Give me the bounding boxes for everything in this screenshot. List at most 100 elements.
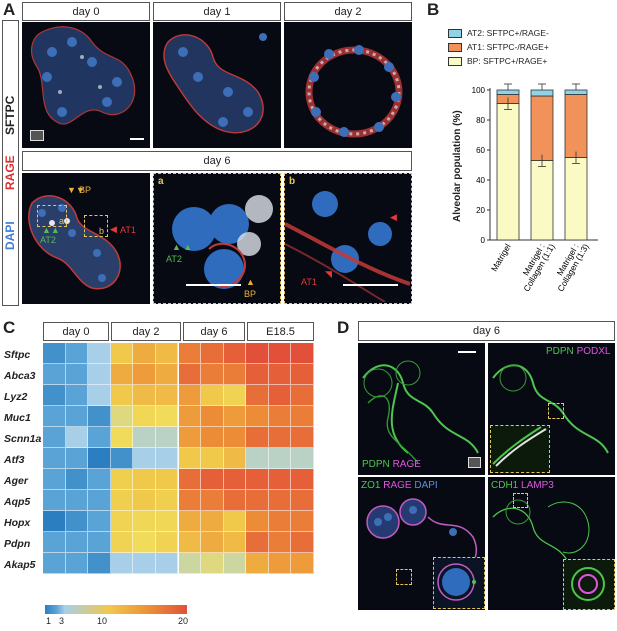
q4-roi-box bbox=[513, 493, 528, 508]
heatmap-cell bbox=[133, 343, 156, 364]
bp-arrow-icon: ▼▼ bbox=[67, 185, 85, 195]
heatmap-cell bbox=[268, 469, 292, 490]
heatmap-cell bbox=[155, 406, 179, 427]
heatmap-cell bbox=[88, 343, 111, 364]
legend-label-at1: AT1: SFTPC-/RAGE+ bbox=[467, 42, 549, 52]
micrograph-day2 bbox=[284, 22, 412, 148]
heatmap-cell bbox=[291, 343, 314, 364]
heatmap-cell bbox=[291, 448, 314, 469]
heatmap-cell bbox=[155, 553, 179, 574]
heatmap-cell bbox=[201, 511, 224, 532]
heatmap-cell bbox=[88, 511, 111, 532]
inset-b-arrow-2: ◀ bbox=[390, 212, 397, 222]
heatmap-cell bbox=[178, 448, 202, 469]
heatmap-cell bbox=[133, 406, 156, 427]
legend-item-bp: BP: SFTPC+/RAGE+ bbox=[448, 54, 613, 68]
heatmap-cell bbox=[155, 364, 179, 385]
heatmap-cell bbox=[291, 364, 314, 385]
heatmap-cell bbox=[133, 364, 156, 385]
bar-segment bbox=[530, 160, 554, 241]
heatmap-cell bbox=[133, 532, 156, 553]
at1-annot: AT1 bbox=[120, 225, 136, 235]
gene-label: Hopx bbox=[4, 517, 31, 529]
heatmap-cell bbox=[155, 385, 179, 406]
heatmap-cell bbox=[246, 553, 269, 574]
y-tick-label: 40 bbox=[476, 176, 485, 185]
heatmap-cell bbox=[133, 427, 156, 448]
heatmap-cell bbox=[110, 427, 134, 448]
q2-inset bbox=[490, 425, 550, 473]
heatmap-cell bbox=[110, 364, 134, 385]
heatmap-cell bbox=[178, 469, 202, 490]
heatmap-cell bbox=[268, 532, 292, 553]
gene-label: Aqp5 bbox=[4, 496, 31, 508]
panel-c-letter: C bbox=[3, 318, 16, 337]
y-tick-label: 20 bbox=[476, 206, 485, 215]
micrograph-day0 bbox=[22, 22, 150, 148]
panel-a-header-day0: day 0 bbox=[22, 2, 150, 21]
micrograph-day1 bbox=[153, 22, 281, 148]
heatmap-cell bbox=[43, 427, 66, 448]
panel-a-side-box bbox=[2, 20, 19, 306]
heatmap-cell bbox=[268, 385, 292, 406]
inset-a-bp: BP bbox=[244, 289, 257, 299]
micrograph-inset-b: b AT1 ◥ ◀ bbox=[284, 173, 412, 304]
heatmap-cell bbox=[223, 490, 247, 511]
heatmap-cell bbox=[110, 385, 134, 406]
heatmap-cell bbox=[43, 490, 66, 511]
heatmap-cell bbox=[223, 469, 247, 490]
heatmap-cell bbox=[268, 448, 292, 469]
y-tick-label: 80 bbox=[476, 116, 485, 125]
heatmap-cell bbox=[178, 385, 202, 406]
heatmap-cell bbox=[223, 343, 247, 364]
gene-label: Abca3 bbox=[4, 370, 36, 382]
gene-label: Ager bbox=[4, 475, 28, 487]
q2-roi-box bbox=[548, 403, 564, 419]
inset-a-bp-arrow: ▲ bbox=[246, 277, 255, 287]
heatmap-cell bbox=[110, 469, 134, 490]
heatmap-cell bbox=[178, 490, 202, 511]
heatmap-cell bbox=[201, 364, 224, 385]
heatmap-cell bbox=[291, 553, 314, 574]
heatmap-cell bbox=[268, 406, 292, 427]
heatmap-cell bbox=[155, 469, 179, 490]
legend-swatch-bp bbox=[448, 56, 462, 66]
at1-arrow-icon: ◀ bbox=[110, 224, 117, 234]
heatmap-cell bbox=[88, 553, 111, 574]
heatmap-header-day0: day 0 bbox=[43, 322, 109, 341]
heatmap-cell bbox=[88, 490, 111, 511]
heatmap-cell bbox=[246, 448, 269, 469]
panel-a-header-day6: day 6 bbox=[22, 151, 412, 171]
heatmap-cell bbox=[133, 448, 156, 469]
heatmap-cell bbox=[291, 406, 314, 427]
colorbar-tick-20: 20 bbox=[178, 616, 189, 626]
heatmap-cell bbox=[246, 364, 269, 385]
heatmap-grid bbox=[43, 343, 314, 574]
heatmap-cell bbox=[246, 511, 269, 532]
heatmap-cell bbox=[155, 448, 179, 469]
micrograph-inset-a: a AT2 ▲ ▲ BP ▲ bbox=[153, 173, 281, 304]
bp-annot: BP bbox=[79, 185, 92, 195]
heatmap-cell bbox=[88, 385, 111, 406]
inset-b-scale-bar bbox=[343, 284, 398, 286]
heatmap-cell bbox=[88, 448, 111, 469]
heatmap-cell bbox=[201, 427, 224, 448]
heatmap-cell bbox=[223, 427, 247, 448]
heatmap-cell bbox=[43, 553, 66, 574]
heatmap-cell bbox=[268, 343, 292, 364]
heatmap-cell bbox=[65, 385, 89, 406]
inset-a-scale-bar bbox=[186, 284, 241, 286]
heatmap-cell bbox=[65, 511, 89, 532]
y-tick-label: 100 bbox=[472, 86, 486, 95]
gene-label: Akap5 bbox=[4, 559, 36, 571]
heatmap-cell bbox=[65, 448, 89, 469]
heatmap-cell bbox=[201, 385, 224, 406]
heatmap-cell bbox=[268, 511, 292, 532]
heatmap-cell bbox=[65, 343, 89, 364]
heatmap-header-day2: day 2 bbox=[111, 322, 181, 341]
heatmap-cell bbox=[65, 490, 89, 511]
q3-label-rage: RAGE bbox=[383, 480, 412, 491]
panel-a-letter: A bbox=[3, 0, 16, 19]
micrograph-pdpn-rage: PDPN RAGE bbox=[358, 343, 485, 475]
q3-roi-box bbox=[396, 569, 412, 585]
